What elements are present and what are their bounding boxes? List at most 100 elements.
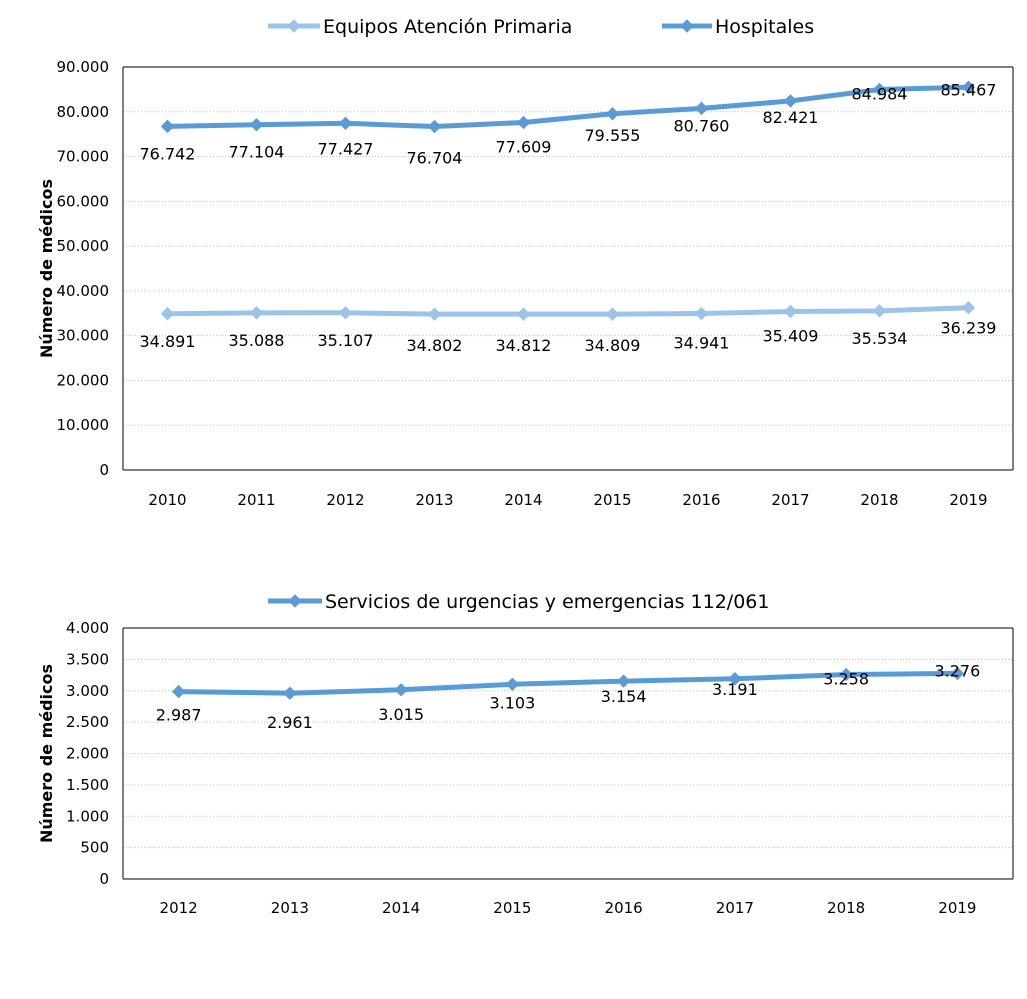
x-tick-label: 2019 [938, 899, 976, 917]
data-label: 76.742 [140, 144, 196, 163]
x-tick-label: 2014 [504, 491, 542, 509]
data-point [950, 666, 965, 681]
series-line [176, 670, 960, 696]
data-point [694, 101, 709, 116]
data-point [516, 307, 531, 321]
data-label: 3.015 [378, 705, 424, 724]
data-point [160, 119, 175, 134]
legend-entry: Hospitales [662, 16, 814, 38]
data-point [249, 306, 264, 320]
data-point [872, 82, 887, 97]
data-label: 35.107 [318, 331, 374, 350]
data-point [394, 683, 408, 697]
y-tick-label: 4.000 [66, 619, 109, 637]
series-line [165, 84, 971, 130]
legend-entry: Equipos Atención Primaria [268, 16, 572, 38]
data-point [783, 304, 798, 319]
y-tick-label: 1.500 [66, 776, 109, 794]
y-axis-title: Número de médicos [37, 664, 56, 843]
y-tick-label: 40.000 [57, 282, 110, 300]
y-tick-label: 1.000 [66, 807, 109, 825]
data-label: 34.812 [496, 336, 552, 355]
data-label: 2.987 [156, 706, 202, 725]
legend-label: Servicios de urgencias y emergencias 112… [325, 591, 769, 613]
y-tick-label: 50.000 [57, 237, 110, 255]
x-tick-label: 2018 [827, 899, 865, 917]
data-point [839, 667, 853, 682]
y-tick-label: 60.000 [57, 192, 110, 210]
data-label: 77.104 [229, 143, 285, 162]
data-label: 34.809 [585, 336, 641, 355]
data-point [605, 307, 620, 321]
x-tick-label: 2013 [415, 491, 453, 509]
legend-marker [288, 594, 302, 608]
legend-entry: Servicios de urgencias y emergencias 112… [268, 591, 769, 613]
series-1: 34.891 35.088 35.107 34.802 34.812 34.809 34.9… [140, 301, 997, 355]
data-point [516, 115, 531, 130]
data-point [283, 686, 297, 700]
x-tick-label: 2012 [160, 899, 198, 917]
data-label: 76.704 [407, 149, 463, 168]
data-label: 84.984 [852, 84, 908, 103]
chart-2: 0 500 1.000 1.500 2.000 2.500 3.000 3.500 4.000 2… [37, 591, 1014, 917]
data-point [427, 307, 442, 321]
data-point [160, 307, 175, 321]
data-point [427, 119, 442, 134]
y-tick-label: 2.500 [66, 713, 109, 731]
series-2: 76.742 77.104 77.427 76.704 77.609 79.555 80.7… [140, 80, 997, 167]
data-label: 34.941 [674, 334, 730, 353]
data-label: 79.555 [585, 126, 641, 145]
data-label: 2.961 [267, 713, 313, 732]
legend-marker [680, 19, 694, 33]
data-label: 80.760 [674, 116, 730, 135]
data-point [961, 80, 976, 95]
legend-marker [287, 19, 301, 33]
x-tick-label: 2015 [493, 899, 531, 917]
data-label: 3.191 [712, 680, 758, 699]
data-point [605, 107, 620, 121]
y-tick-label: 10.000 [57, 416, 110, 434]
y-tick-label: 70.000 [57, 148, 110, 166]
data-point [694, 306, 709, 321]
x-tick-label: 2018 [860, 491, 898, 509]
y-tick-label: 30.000 [57, 327, 110, 345]
x-tick-label: 2016 [605, 899, 643, 917]
x-tick-label: 2017 [771, 491, 809, 509]
x-tick-label: 2015 [593, 491, 631, 509]
data-point [505, 677, 520, 691]
y-tick-label: 500 [80, 839, 109, 857]
data-point [249, 118, 264, 132]
x-tick-label: 2017 [716, 899, 754, 917]
data-label: 36.239 [941, 319, 997, 338]
data-point [616, 674, 631, 688]
series-line [165, 305, 971, 317]
x-tick-label: 2012 [326, 491, 364, 509]
y-tick-label: 2.000 [66, 745, 109, 763]
y-tick-label: 0 [99, 870, 109, 888]
x-tick-label: 2019 [949, 491, 987, 509]
x-tick-label: 2016 [682, 491, 720, 509]
data-point [783, 94, 798, 108]
legend-label: Hospitales [715, 16, 814, 38]
y-tick-label: 90.000 [57, 58, 110, 76]
data-label: 3.258 [823, 670, 869, 689]
data-label: 77.609 [496, 137, 552, 156]
y-tick-label: 20.000 [57, 371, 110, 389]
data-label: 34.802 [407, 336, 463, 355]
data-label: 34.891 [140, 332, 196, 351]
data-label: 35.534 [852, 329, 908, 348]
x-tick-label: 2014 [382, 899, 420, 917]
y-tick-label: 3.500 [66, 650, 109, 668]
y-axis-title: Número de médicos [37, 179, 56, 358]
data-point [338, 306, 353, 320]
data-label: 82.421 [763, 108, 819, 127]
x-tick-label: 2011 [237, 491, 275, 509]
data-point [728, 672, 742, 686]
y-tick-label: 80.000 [57, 103, 110, 121]
data-label: 3.276 [934, 661, 980, 680]
y-tick-label: 3.000 [66, 682, 109, 700]
series-1: 2.987 2.961 3.015 3.103 3.154 3.191 3.258 3.276 [156, 661, 981, 732]
data-point [872, 304, 887, 318]
data-point [961, 301, 976, 315]
